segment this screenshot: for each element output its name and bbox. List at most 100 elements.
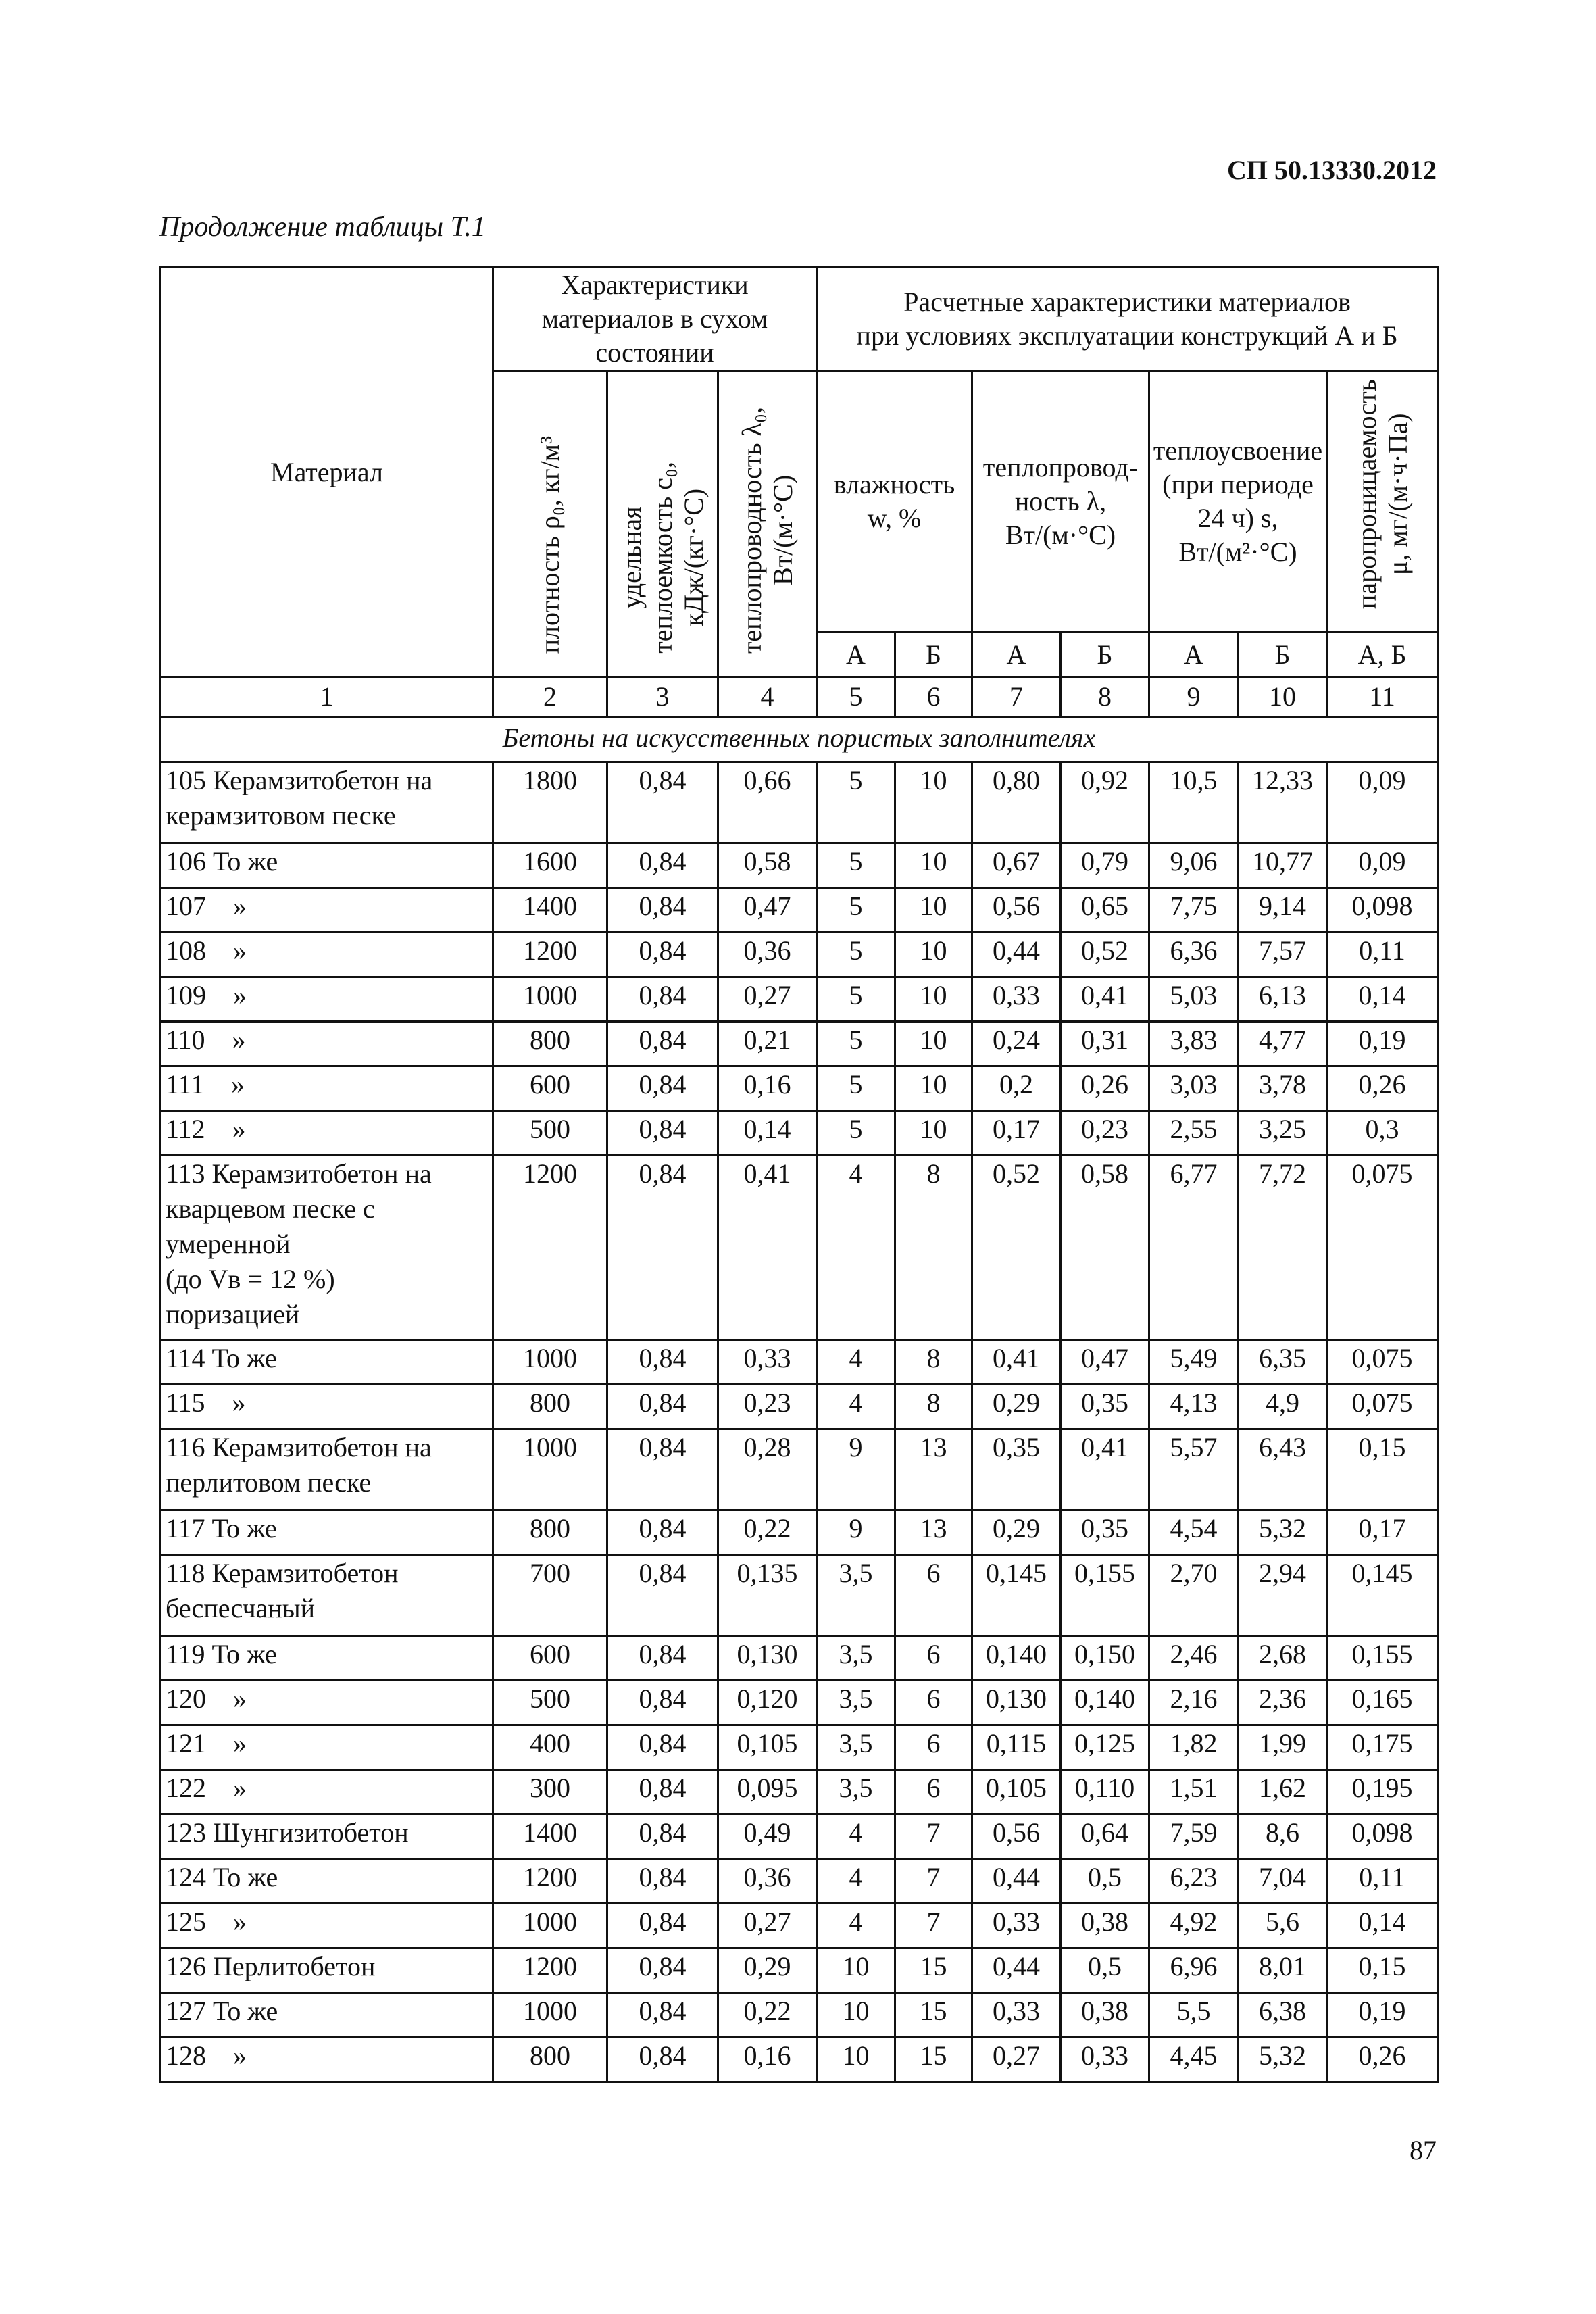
value-cell: 0,29	[971, 1383, 1062, 1430]
table-continuation-caption: Продолжение таблицы Т.1	[159, 212, 486, 243]
material-name-line: перлитовом песке	[166, 1467, 372, 1498]
value-cell: 0,105	[717, 1724, 818, 1771]
material-name: 116 Керамзитобетон на перлитовом песке	[159, 1428, 494, 1511]
table-row: 108 » 1200 0,84 0,36 5 10 0,44 0,52 6,36 7,57 0,11	[159, 931, 1439, 978]
header-text-line: влажность	[833, 469, 955, 499]
value-cell: 0,84	[606, 887, 719, 933]
value-cell: 6,23	[1148, 1858, 1239, 1904]
sub-label: А, Б	[1325, 631, 1439, 678]
value-cell: 0,09	[1325, 761, 1439, 844]
page-number: 87	[1410, 2135, 1437, 2165]
value-cell: 1000	[492, 1992, 608, 2038]
value-cell: 10	[894, 1110, 973, 1156]
value-cell: 6	[894, 1635, 973, 1681]
value-cell: 0,84	[606, 1769, 719, 1815]
materials-table: Материал Характеристики материалов в сухо…	[159, 266, 1439, 2083]
value-cell: 0,23	[1059, 1110, 1150, 1156]
value-cell: 600	[492, 1635, 608, 1681]
value-cell: 0,56	[971, 887, 1062, 933]
header-text-line: Вт/(м·°С)	[1005, 520, 1116, 550]
value-cell: 15	[894, 1947, 973, 1994]
value-cell: 0,84	[606, 1724, 719, 1771]
value-cell: 4,45	[1148, 2036, 1239, 2083]
value-cell: 0,165	[1325, 1679, 1439, 1726]
header-text-line: 24 ч) s,	[1197, 503, 1278, 533]
value-cell: 500	[492, 1110, 608, 1156]
value-cell: 9	[816, 1428, 896, 1511]
value-cell: 10	[894, 842, 973, 889]
value-cell: 0,5	[1059, 1947, 1150, 1994]
value-cell: 0,19	[1325, 1020, 1439, 1067]
value-cell: 0,27	[717, 1902, 818, 1949]
header-text-line: материалов в сухом	[541, 303, 768, 334]
material-name: 112 »	[159, 1110, 494, 1156]
table-row: 120 » 500 0,84 0,120 3,5 6 0,130 0,140 2,16 2,36 0…	[159, 1679, 1439, 1726]
value-cell: 0,84	[606, 1065, 719, 1112]
material-name-line: 105 Керамзитобетон на	[166, 765, 433, 795]
header-humidity: влажность w, %	[816, 370, 973, 633]
column-number: 10	[1237, 676, 1328, 718]
value-cell: 0,098	[1325, 1813, 1439, 1860]
value-cell: 0,56	[971, 1813, 1062, 1860]
value-cell: 0,140	[1059, 1679, 1150, 1726]
value-cell: 0,140	[971, 1635, 1062, 1681]
header-text-line: ность λ,	[1014, 486, 1107, 516]
value-cell: 0,130	[717, 1635, 818, 1681]
material-name-line: 107 »	[166, 891, 247, 921]
value-cell: 1200	[492, 1858, 608, 1904]
header-heat-capacity: удельная теплоемкость c₀, кДж/(кг·°С)	[606, 370, 719, 678]
value-cell: 0,84	[606, 1813, 719, 1860]
value-cell: 3,25	[1237, 1110, 1328, 1156]
value-cell: 1200	[492, 1947, 608, 1994]
value-cell: 4,92	[1148, 1902, 1239, 1949]
header-text-line: μ, мг/(м·ч·Па)	[1382, 413, 1413, 575]
section-title: Бетоны на искусственных пористых заполни…	[159, 716, 1439, 763]
value-cell: 0,22	[717, 1992, 818, 2038]
value-cell: 0,19	[1325, 1992, 1439, 2038]
value-cell: 5,57	[1148, 1428, 1239, 1511]
material-name-line: 114 То же	[166, 1343, 277, 1373]
value-cell: 0,67	[971, 842, 1062, 889]
value-cell: 6,36	[1148, 931, 1239, 978]
value-cell: 0,075	[1325, 1383, 1439, 1430]
material-name: 128 »	[159, 2036, 494, 2083]
column-number: 1	[159, 676, 494, 718]
value-cell: 9	[816, 1509, 896, 1556]
material-name-line: 118 Керамзитобетон	[166, 1558, 399, 1588]
value-cell: 2,46	[1148, 1635, 1239, 1681]
material-name: 111 »	[159, 1065, 494, 1112]
value-cell: 0,84	[606, 1679, 719, 1726]
value-cell: 0,27	[971, 2036, 1062, 2083]
material-name: 123 Шунгизитобетон	[159, 1813, 494, 1860]
value-cell: 1,51	[1148, 1769, 1239, 1815]
column-number: 6	[894, 676, 973, 718]
value-cell: 0,84	[606, 1554, 719, 1637]
value-cell: 0,5	[1059, 1858, 1150, 1904]
value-cell: 15	[894, 2036, 973, 2083]
header-vapor-permeability: паропроницаемость μ, мг/(м·ч·Па)	[1325, 370, 1439, 633]
value-cell: 5	[816, 842, 896, 889]
value-cell: 0,175	[1325, 1724, 1439, 1771]
table-row: 119 То же 600 0,84 0,130 3,5 6 0,140 0,150 2,46 2…	[159, 1635, 1439, 1681]
value-cell: 1000	[492, 1902, 608, 1949]
value-cell: 1000	[492, 1339, 608, 1385]
value-cell: 0,33	[971, 976, 1062, 1023]
material-name-line: 116 Керамзитобетон на	[166, 1432, 432, 1462]
material-name: 119 То же	[159, 1635, 494, 1681]
material-name-line: 113 Керамзитобетон на	[166, 1158, 432, 1189]
value-cell: 0,79	[1059, 842, 1150, 889]
value-cell: 1200	[492, 931, 608, 978]
table-row: 113 Керамзитобетон на кварцевом песке с ум…	[159, 1154, 1439, 1341]
value-cell: 0,22	[717, 1509, 818, 1556]
value-cell: 0,41	[1059, 976, 1150, 1023]
value-cell: 0,41	[1059, 1428, 1150, 1511]
value-cell: 0,130	[971, 1679, 1062, 1726]
value-cell: 0,27	[717, 976, 818, 1023]
value-cell: 0,92	[1059, 761, 1150, 844]
table-row: 115 » 800 0,84 0,23 4 8 0,29 0,35 4,13 4,9 0,075	[159, 1383, 1439, 1430]
value-cell: 0,26	[1325, 2036, 1439, 2083]
value-cell: 9,14	[1237, 887, 1328, 933]
value-cell: 0,15	[1325, 1428, 1439, 1511]
value-cell: 0,58	[717, 842, 818, 889]
sub-label: А	[971, 631, 1062, 678]
